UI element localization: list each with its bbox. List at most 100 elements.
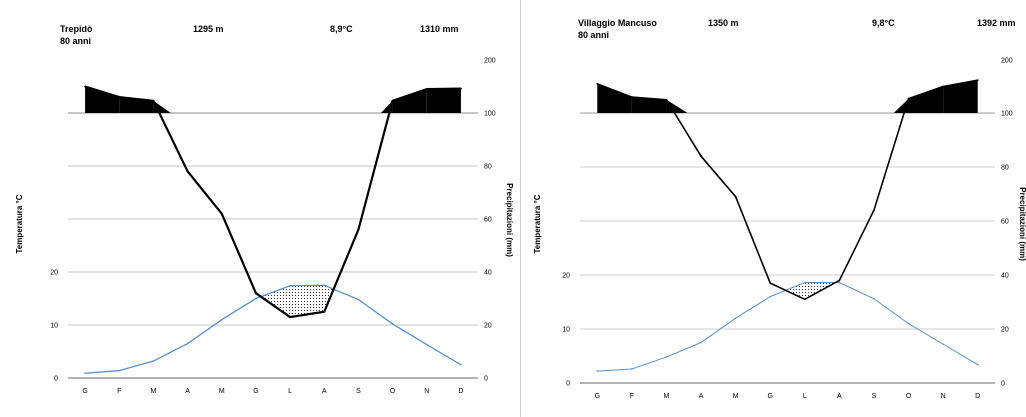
temperature-point (186, 342, 189, 345)
x-tick-label: G (595, 393, 600, 400)
x-tick-label: N (941, 393, 946, 400)
y2-tick-label: 200 (484, 58, 496, 65)
precipitation-point (186, 170, 189, 173)
humid-season-fill (85, 86, 120, 113)
y2-tick-label: 200 (1001, 58, 1013, 65)
y2-tick-label: 0 (484, 376, 488, 383)
y2-tick-label: 0 (1001, 381, 1005, 388)
temperature-point (873, 297, 875, 300)
temperature-point (118, 369, 121, 372)
y2-tick-label: 100 (1001, 111, 1013, 118)
x-tick-label: N (424, 388, 429, 395)
precipitation-point (734, 195, 737, 198)
x-tick-label: S (872, 393, 877, 400)
temperature-point (391, 323, 394, 325)
precipitation-point (323, 310, 326, 313)
temperature-point (84, 372, 86, 375)
station-altitude: 1295 m (193, 24, 224, 34)
precipitation-point (255, 292, 257, 295)
precipitation-line (84, 85, 461, 319)
x-tick-label: A (837, 393, 842, 400)
temperature-point (665, 356, 668, 358)
x-tick-label: M (150, 388, 156, 395)
x-tick-label: A (185, 388, 190, 395)
temperature-point (152, 360, 155, 362)
temperature-point (425, 343, 428, 346)
temperature-point (596, 370, 599, 372)
temperature-point (700, 341, 702, 344)
x-tick-label: G (82, 388, 87, 395)
humid-season-fill (908, 86, 944, 113)
x-tick-label: A (699, 393, 704, 400)
precipitation-point (391, 99, 394, 102)
x-tick-label: L (288, 388, 292, 395)
temperature-line (597, 282, 978, 372)
humid-season-fill (597, 83, 632, 113)
temperature-point (838, 281, 841, 284)
y-tick-label: 0 (566, 381, 570, 388)
x-tick-label: O (906, 393, 912, 400)
y2-tick-label: 40 (484, 270, 492, 277)
humid-season-fill (119, 97, 154, 113)
x-tick-label: O (390, 388, 396, 395)
precipitation-point (907, 97, 910, 100)
y-axis-label: Temperatura °C (533, 194, 542, 253)
x-tick-label: D (975, 393, 980, 400)
record-period: 80 anni (578, 30, 609, 40)
x-tick-label: S (356, 388, 361, 395)
temperature-point (631, 368, 633, 370)
mean-temperature: 8,9°C (330, 24, 353, 34)
precipitation-point (630, 96, 633, 98)
precipitation-point (700, 155, 702, 158)
arid-season-fill (260, 285, 291, 318)
y-tick-label: 10 (562, 327, 570, 334)
precipitation-point (665, 98, 668, 101)
humid-season-fill (426, 88, 461, 113)
temperature-point (220, 318, 223, 321)
mean-temperature: 9,8°C (872, 18, 895, 28)
precipitation-point (460, 87, 462, 90)
station-altitude: 1350 m (708, 18, 739, 28)
precipitation-point (357, 228, 360, 231)
temperature-point (803, 281, 806, 284)
y-axis-label: Temperatura °C (15, 194, 24, 253)
y-tick-label: 20 (50, 270, 58, 277)
x-tick-label: M (664, 393, 670, 400)
y2-tick-label: 60 (484, 217, 492, 224)
y2-tick-label: 80 (1001, 165, 1009, 172)
temperature-point (289, 284, 291, 287)
precipitation-point (596, 82, 599, 85)
y2-tick-label: 100 (484, 111, 496, 118)
temperature-point (976, 363, 979, 366)
y-tick-label: 0 (54, 376, 58, 383)
precipitation-point (873, 209, 875, 212)
y2-tick-label: 60 (1001, 219, 1009, 226)
annual-precipitation: 1392 mm (977, 18, 1016, 28)
panel-divider (520, 0, 521, 417)
precipitation-point (838, 279, 841, 282)
humid-season-fill (631, 97, 667, 113)
x-tick-label: G (253, 388, 258, 395)
station-name: Trepidò (60, 24, 93, 34)
precipitation-point (220, 212, 223, 215)
temperature-point (323, 284, 326, 287)
arid-season-fill (290, 285, 325, 318)
temperature-point (734, 317, 737, 320)
temperature-point (769, 295, 772, 298)
y2-tick-label: 20 (484, 323, 492, 330)
y2-tick-label: 80 (484, 164, 492, 171)
y2-tick-label: 40 (1001, 273, 1009, 280)
temperature-point (255, 297, 257, 300)
y2-axis-label: Precipitazioni (mm) (1018, 187, 1026, 261)
temperature-point (357, 298, 360, 301)
chart-panel-villaggio-mancuso: Villaggio Mancuso 80 anni 1350 m 9,8°C 1… (533, 18, 1026, 400)
x-tick-label: G (767, 393, 772, 400)
precipitation-point (152, 99, 155, 102)
temperature-line (85, 284, 462, 374)
precipitation-point (118, 96, 121, 98)
chart-panel-trepido: Trepidò 80 anni 1295 m 8,9°C 1310 mm Tem… (15, 24, 514, 395)
x-tick-label: A (322, 388, 327, 395)
